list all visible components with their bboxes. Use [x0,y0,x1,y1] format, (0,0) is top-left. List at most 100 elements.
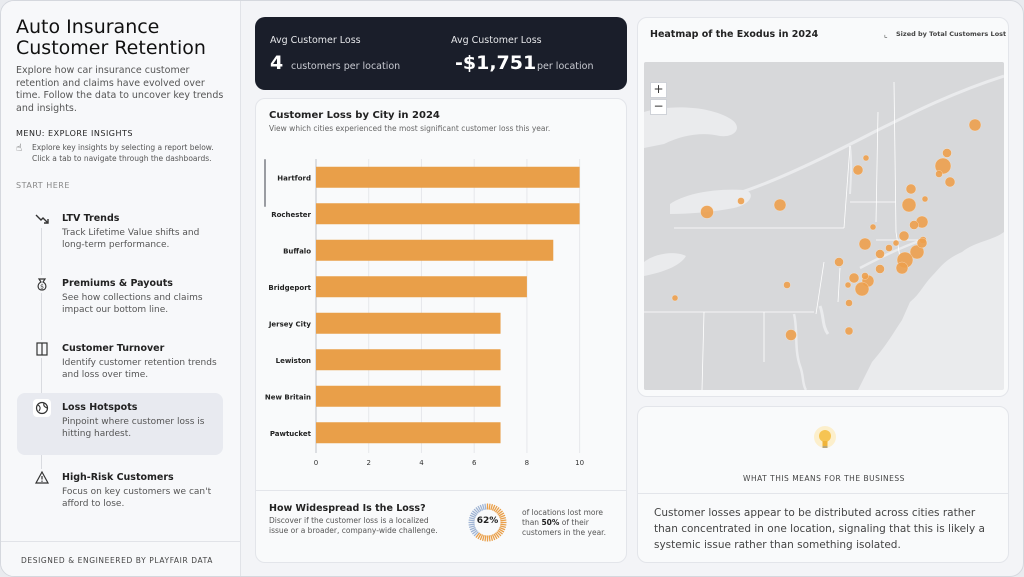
category-label: Jersey City [268,320,312,328]
donut-empty-tick [484,503,487,510]
bar-chart: 0 2 4 6 8 10 Hartford Rochester Buffalo Bridgepor… [264,159,584,467]
city-bubble[interactable] [875,249,885,259]
bar[interactable] [316,239,554,261]
zoom-in-button[interactable]: + [650,82,667,98]
donut-empty-tick [475,507,481,513]
donut-filled-tick [479,534,484,541]
chart-title: Customer Loss by City in 2024 [269,110,440,121]
size-legend: Sized by Total Customers Lost [896,30,1007,38]
x-tick-label: 10 [575,459,584,467]
start-here-label: START HERE [16,181,70,190]
donut-empty-tick [477,505,482,512]
city-bubble[interactable] [944,176,956,188]
category-label: Bridgeport [268,284,311,292]
nav-item-desc: See how collections and claims impact ou… [62,293,203,315]
scroll-indicator[interactable] [264,159,266,207]
nav-item-premiums-payouts[interactable]: $ Premiums & Payouts See how collections… [17,269,223,331]
city-bubble[interactable] [916,237,928,249]
nav-item-loss-hotspots[interactable]: Loss Hotspots Pinpoint where customer lo… [17,393,223,455]
x-tick-label: 6 [472,459,477,467]
city-bubble[interactable] [852,164,864,176]
donut-filled-tick [493,505,498,512]
bar[interactable] [316,385,501,407]
donut-filled-tick [475,532,481,538]
donut-filled-tick [499,514,506,519]
city-bubble[interactable] [671,294,679,302]
donut-filled-tick [490,503,494,511]
city-bubble[interactable] [935,170,943,178]
city-bubble[interactable] [869,223,877,231]
bar[interactable] [316,349,501,371]
map-canvas[interactable] [644,62,1004,390]
nav-item-desc: Identify customer retention trends and l… [62,358,217,380]
city-bubble[interactable] [905,183,917,195]
city-bubble[interactable] [862,154,870,162]
city-bubble[interactable] [785,329,797,341]
nav-item-ltv-trends[interactable]: LTV Trends Track Lifetime Value shifts a… [17,204,223,266]
kpi-label: Avg Customer Loss [270,35,361,46]
map-view[interactable]: + − i [644,62,1004,390]
zoom-out-button[interactable]: − [650,99,667,115]
city-bubble[interactable] [858,237,872,251]
heatmap-card: Heatmap of the Exodus in 2024 ⌞ Sized by… [637,17,1009,397]
insight-heading: WHAT THIS MEANS FOR THE BUSINESS [743,474,905,483]
city-bubble[interactable] [909,244,925,260]
city-bubble[interactable] [854,281,870,297]
card-divider [256,490,626,491]
city-bubble[interactable] [901,197,917,213]
nav-item-high-risk-customers[interactable]: High-Risk Customers Focus on key custome… [17,463,223,525]
bar[interactable] [316,312,501,334]
city-bubble[interactable] [700,205,714,219]
city-bubble[interactable] [773,198,787,212]
city-bubble[interactable] [783,281,791,289]
donut-empty-tick [472,510,478,516]
nav-item-customer-turnover[interactable]: Customer Turnover Identify customer rete… [17,334,223,396]
warning-icon [33,469,51,487]
menu-hint: Explore key insights by selecting a repo… [32,143,214,163]
x-tick-label: 8 [525,459,529,467]
card-divider [638,493,1008,494]
category-label: Lewiston [276,357,311,365]
donut-empty-tick [479,504,484,511]
city-bubble[interactable] [909,220,919,230]
city-bubble[interactable] [844,326,854,336]
city-bubble[interactable] [968,118,982,132]
city-bubble[interactable] [875,264,885,274]
city-bubble[interactable] [892,239,900,247]
city-bubble[interactable] [895,261,909,275]
bar[interactable] [316,166,580,188]
donut-filled-tick [497,529,503,535]
bar[interactable] [316,203,580,225]
bar[interactable] [316,422,501,444]
money-bag-icon: $ [33,275,51,293]
city-bubble[interactable] [844,281,852,289]
kpi-unit: per location [537,61,594,72]
donut-filled-tick [498,512,505,517]
category-label: Rochester [271,211,311,219]
donut-empty-tick [469,514,476,519]
city-bubble[interactable] [834,257,844,267]
donut-filled-tick [494,532,500,538]
city-bubble[interactable] [861,272,869,280]
x-tick-label: 4 [419,459,424,467]
donut-filled-tick [496,508,502,514]
sidebar: Auto Insurance Customer Retention Explor… [1,1,241,576]
x-tick-label: 0 [314,459,318,467]
city-bubble[interactable] [885,244,893,252]
nav-item-label: Loss Hotspots [62,402,138,413]
trend-down-icon [33,210,51,228]
city-bubble[interactable] [934,157,952,175]
city-bubble[interactable] [737,197,745,205]
city-bubble[interactable] [921,195,929,203]
bar[interactable] [316,276,527,298]
city-bubble[interactable] [848,272,860,284]
donut-filled-tick [493,533,498,540]
donut-filled-tick [500,523,507,526]
spread-stat-post: of their customers in the year. [522,518,606,537]
city-bubble[interactable] [942,148,952,158]
city-bubble[interactable] [898,230,910,242]
spread-description: Discover if the customer loss is a local… [269,516,438,535]
donut-filled-tick [496,531,502,537]
nav-item-label: LTV Trends [62,213,120,224]
city-bubble[interactable] [845,299,853,307]
